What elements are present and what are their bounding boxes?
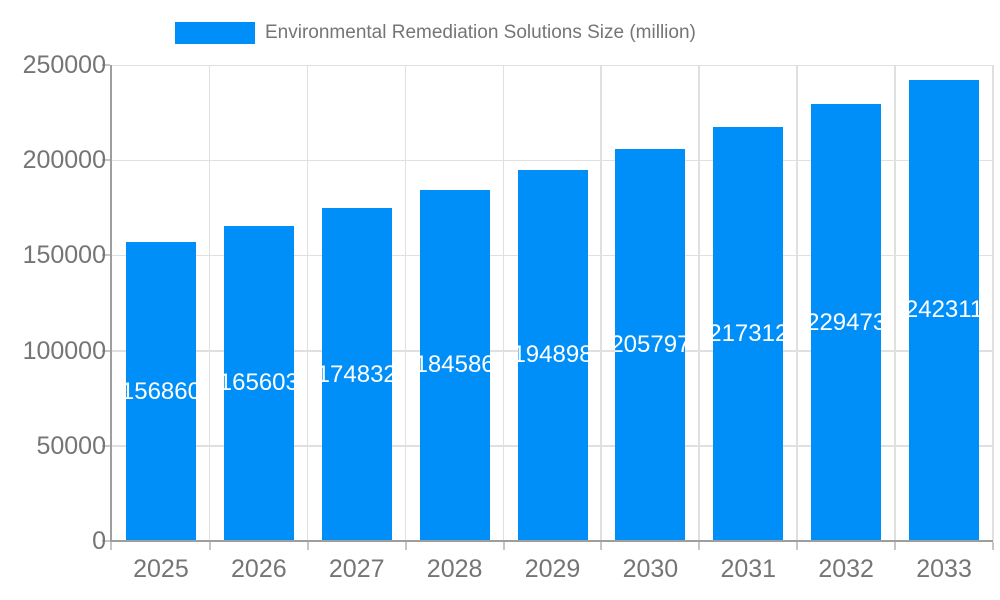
bar[interactable]: 242311 xyxy=(909,79,980,541)
x-tick-label: 2030 xyxy=(622,555,679,583)
x-tick-label: 2029 xyxy=(524,555,581,583)
v-gridline xyxy=(404,65,407,541)
x-tick xyxy=(992,542,994,550)
y-tick-label: 200000 xyxy=(22,146,106,175)
y-axis-line xyxy=(110,65,112,550)
bar-value-label: 242311 xyxy=(909,296,980,324)
bar-value-label: 165603 xyxy=(223,369,294,397)
x-tick-label: 2028 xyxy=(426,555,483,583)
v-gridline xyxy=(894,65,896,541)
bar[interactable]: 217312 xyxy=(713,127,784,541)
chart-legend: Environmental Remediation Solutions Size… xyxy=(175,22,696,44)
y-tick xyxy=(102,64,110,66)
plot-area: 156860 165603 174832 184586 194898 205797 2173… xyxy=(112,64,994,541)
bar-value-label: 217312 xyxy=(713,320,784,348)
y-tick-label: 250000 xyxy=(22,51,106,79)
bar-value-label: 205797 xyxy=(615,331,686,359)
v-gridline xyxy=(796,65,798,541)
y-tick-label: 150000 xyxy=(22,241,106,270)
h-gridline xyxy=(112,64,993,66)
x-tick-label: 2033 xyxy=(916,555,972,583)
x-tick xyxy=(110,542,112,550)
y-tick-label: 50000 xyxy=(36,431,106,460)
v-gridline xyxy=(992,65,994,541)
bar[interactable]: 156860 xyxy=(125,242,196,541)
bar-value-label: 229473 xyxy=(811,308,882,336)
x-tick-label: 2026 xyxy=(231,555,287,583)
bar-value-label: 156860 xyxy=(125,377,196,405)
y-tick xyxy=(102,254,110,257)
v-gridline xyxy=(698,65,700,541)
x-tick xyxy=(502,542,505,550)
v-gridline xyxy=(208,65,211,541)
x-tick-label: 2032 xyxy=(818,555,874,583)
y-tick-label: 100000 xyxy=(22,336,106,365)
x-tick xyxy=(698,542,701,550)
x-axis-line xyxy=(110,540,993,542)
bar[interactable]: 229473 xyxy=(811,104,882,541)
bar[interactable]: 184586 xyxy=(419,189,490,541)
bar[interactable]: 165603 xyxy=(223,225,294,541)
x-tick xyxy=(600,542,603,550)
bar-value-label: 184586 xyxy=(419,351,490,379)
v-gridline xyxy=(600,65,602,541)
bar[interactable]: 194898 xyxy=(517,169,588,541)
v-gridline xyxy=(306,65,309,541)
x-tick xyxy=(796,542,799,550)
x-tick-label: 2027 xyxy=(328,555,385,583)
y-tick xyxy=(102,444,110,447)
y-tick-label: 0 xyxy=(92,527,106,555)
legend-label[interactable]: Environmental Remediation Solutions Size… xyxy=(265,22,696,43)
x-tick xyxy=(208,542,211,550)
x-tick-label: 2025 xyxy=(133,555,189,583)
bar-value-label: 174832 xyxy=(321,360,392,388)
bar-value-label: 194898 xyxy=(517,341,588,369)
h-gridline xyxy=(112,159,993,162)
v-gridline xyxy=(502,65,505,541)
x-tick xyxy=(404,542,407,550)
bar[interactable]: 205797 xyxy=(615,149,686,541)
y-tick xyxy=(102,159,110,162)
x-tick xyxy=(894,542,897,550)
x-tick-label: 2031 xyxy=(720,555,777,583)
x-tick xyxy=(306,542,309,550)
bar[interactable]: 174832 xyxy=(321,208,392,541)
legend-swatch[interactable] xyxy=(175,22,255,44)
y-tick xyxy=(102,540,110,542)
y-tick xyxy=(102,349,110,352)
